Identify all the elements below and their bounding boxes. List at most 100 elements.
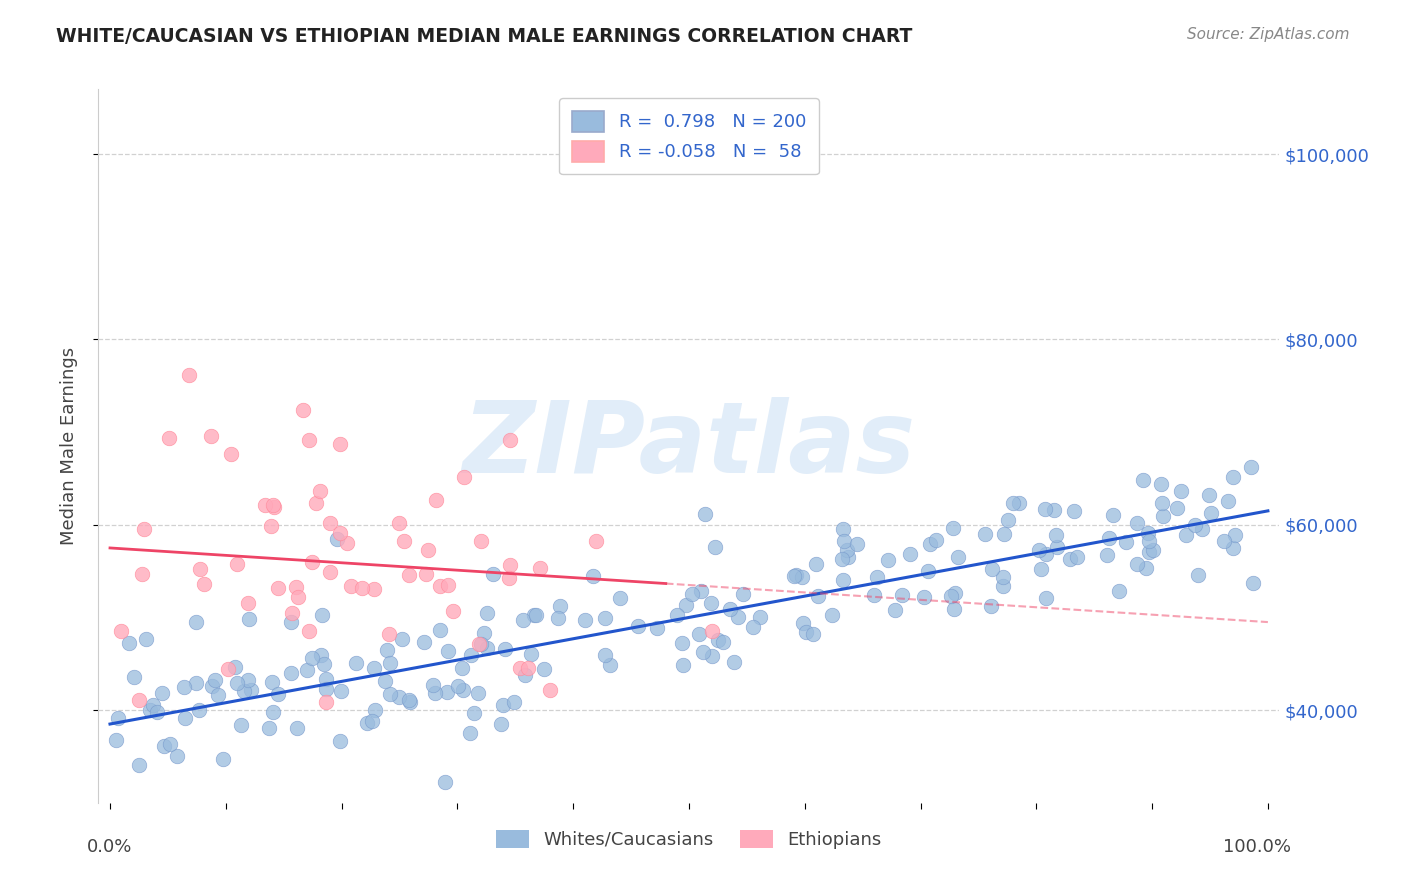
- Point: [150, 686, 173, 700]
- Point: [883, 603, 905, 617]
- Point: [363, 582, 385, 596]
- Point: [297, 663, 319, 677]
- Point: [311, 607, 333, 622]
- Point: [377, 643, 399, 657]
- Point: [980, 599, 1002, 614]
- Point: [447, 679, 470, 693]
- Point: [110, 624, 132, 639]
- Point: [925, 533, 948, 547]
- Point: [942, 521, 965, 535]
- Point: [207, 688, 229, 702]
- Point: [877, 553, 900, 567]
- Point: [186, 615, 208, 630]
- Point: [152, 739, 174, 753]
- Point: [681, 586, 703, 600]
- Point: [193, 577, 215, 591]
- Point: [298, 624, 321, 638]
- Point: [491, 698, 513, 713]
- Point: [513, 667, 536, 681]
- Point: [723, 655, 745, 669]
- Point: [394, 533, 416, 548]
- Point: [105, 733, 128, 747]
- Point: [309, 483, 332, 498]
- Point: [593, 611, 616, 625]
- Point: [336, 536, 359, 550]
- Point: [413, 635, 436, 649]
- Point: [718, 602, 741, 616]
- Point: [470, 637, 492, 651]
- Point: [107, 711, 129, 725]
- Point: [378, 657, 401, 671]
- Point: [803, 627, 825, 641]
- Point: [329, 526, 352, 541]
- Point: [425, 686, 447, 700]
- Point: [267, 687, 290, 701]
- Point: [1136, 525, 1159, 540]
- Point: [285, 721, 308, 735]
- Point: [917, 564, 939, 578]
- Point: [529, 560, 551, 574]
- Point: [434, 775, 457, 789]
- Point: [437, 578, 460, 592]
- Point: [832, 521, 855, 535]
- Point: [503, 695, 526, 709]
- Point: [391, 632, 413, 646]
- Point: [204, 673, 226, 687]
- Point: [315, 695, 337, 709]
- Point: [236, 596, 259, 610]
- Point: [821, 608, 844, 623]
- Point: [221, 446, 243, 460]
- Point: [415, 567, 437, 582]
- Point: [118, 636, 141, 650]
- Point: [1142, 542, 1164, 557]
- Point: [388, 516, 411, 531]
- Point: [173, 680, 195, 694]
- Point: [472, 626, 495, 640]
- Point: [260, 518, 283, 533]
- Point: [1046, 540, 1069, 554]
- Point: [727, 610, 749, 624]
- Point: [174, 711, 197, 725]
- Point: [1166, 501, 1188, 516]
- Point: [912, 591, 935, 605]
- Point: [280, 606, 302, 620]
- Point: [489, 717, 512, 731]
- Point: [671, 636, 693, 650]
- Point: [467, 637, 489, 651]
- Point: [533, 662, 555, 676]
- Point: [437, 644, 460, 658]
- Point: [997, 513, 1019, 527]
- Point: [363, 661, 385, 675]
- Point: [1098, 532, 1121, 546]
- Point: [831, 552, 853, 566]
- Point: [704, 540, 727, 554]
- Point: [315, 682, 337, 697]
- Point: [201, 679, 224, 693]
- Point: [458, 726, 481, 740]
- Point: [785, 567, 807, 582]
- Point: [280, 666, 302, 681]
- Point: [1035, 591, 1057, 605]
- Point: [226, 676, 249, 690]
- Point: [943, 586, 966, 600]
- Y-axis label: Median Male Earnings: Median Male Earnings: [59, 347, 77, 545]
- Point: [257, 721, 280, 735]
- Point: [627, 619, 650, 633]
- Point: [280, 615, 302, 629]
- Point: [166, 748, 188, 763]
- Point: [574, 613, 596, 627]
- Point: [1198, 488, 1220, 502]
- Point: [692, 645, 714, 659]
- Text: Source: ZipAtlas.com: Source: ZipAtlas.com: [1187, 27, 1350, 42]
- Point: [291, 402, 314, 417]
- Point: [254, 498, 277, 512]
- Point: [225, 557, 247, 571]
- Point: [991, 579, 1014, 593]
- Point: [1213, 533, 1236, 548]
- Point: [135, 632, 157, 646]
- Point: [832, 574, 855, 588]
- Point: [398, 692, 420, 706]
- Point: [832, 533, 855, 548]
- Point: [898, 547, 921, 561]
- Point: [548, 599, 571, 613]
